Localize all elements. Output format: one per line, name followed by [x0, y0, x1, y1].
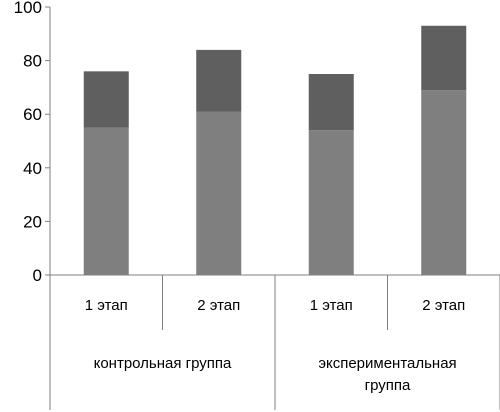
category-label: 1 этап — [85, 297, 128, 314]
y-tick-label: 20 — [23, 212, 42, 231]
category-label: 1 этап — [310, 297, 353, 314]
bar-segment — [308, 130, 354, 275]
bar-segment — [196, 111, 242, 276]
bar-segment — [308, 74, 354, 131]
y-tick-label: 100 — [14, 0, 42, 17]
y-tick-label: 80 — [23, 52, 42, 71]
group-label: контрольная группа — [94, 355, 232, 372]
bar-segment — [83, 71, 129, 128]
bar-segment — [196, 49, 242, 112]
bar-segment — [421, 25, 467, 91]
y-tick-label: 60 — [23, 105, 42, 124]
bar-segment — [83, 127, 129, 275]
y-tick-label: 40 — [23, 159, 42, 178]
category-label: 2 этап — [197, 297, 240, 314]
group-label-line: группа — [365, 377, 411, 394]
category-label: 2 этап — [422, 297, 465, 314]
y-tick-label: 0 — [33, 266, 42, 285]
bar-segment — [421, 90, 467, 275]
group-label-line: экспериментальная — [318, 355, 456, 372]
